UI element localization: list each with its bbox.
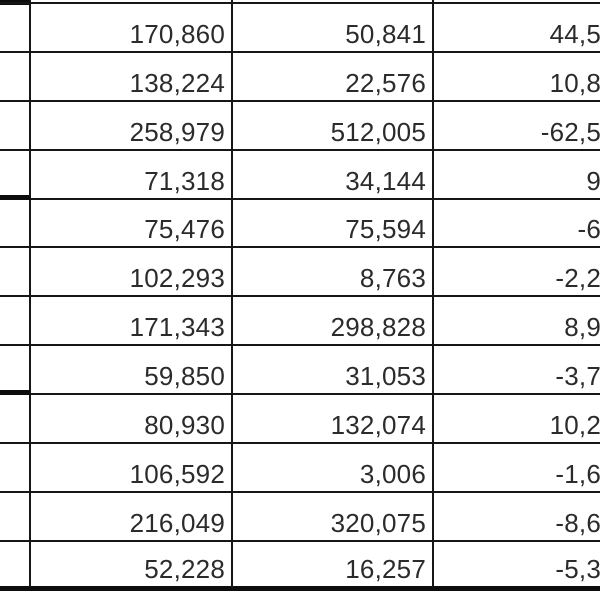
table-row: 170,860 50,841 44,5 [0,4,600,53]
grid-top-border [0,2,600,4]
spreadsheet-cell-col-c[interactable]: 22,576 [233,52,434,102]
spreadsheet-cell-col-d[interactable]: -6 [434,200,600,249]
spreadsheet-cell-col-b[interactable]: 138,224 [31,52,233,102]
spreadsheet-cell-col-d[interactable]: -5,3 [434,542,600,591]
spreadsheet-cell-col-b[interactable]: 52,228 [31,541,233,591]
spreadsheet-cell-col-c[interactable]: 75,594 [233,199,434,249]
table-row: 80,930 132,074 10,2 [0,395,600,445]
spreadsheet-cell-col-a[interactable] [0,297,31,347]
spreadsheet-cell-col-d[interactable]: -62,5 [434,102,600,151]
grid-vertical-line-stub [432,0,434,2]
spreadsheet-cell-col-a[interactable] [0,541,31,591]
spreadsheet-cell-col-d[interactable]: 9 [434,151,600,200]
spreadsheet-cell-col-d[interactable]: -2,2 [434,248,600,298]
spreadsheet-cell-col-b[interactable]: 106,592 [31,444,233,493]
spreadsheet-cell-col-d[interactable]: -1,6 [434,444,600,493]
spreadsheet-cell-col-d[interactable]: -3,7 [434,346,600,396]
table-row: 138,224 22,576 10,8 [0,52,600,102]
spreadsheet-cell-col-a[interactable] [0,395,31,445]
spreadsheet-cell-col-c[interactable]: 16,257 [233,541,434,591]
spreadsheet-cell-col-a[interactable] [0,52,31,102]
spreadsheet-cell-col-d[interactable]: -8,6 [434,493,600,542]
spreadsheet-cell-col-a[interactable] [0,101,31,151]
spreadsheet-cell-col-a[interactable] [0,492,31,542]
spreadsheet-cell-col-a[interactable] [0,248,31,298]
spreadsheet-cell-col-b[interactable]: 171,343 [31,297,233,347]
spreadsheet-cell-col-b[interactable]: 75,476 [31,199,233,249]
spreadsheet-cell-col-c[interactable]: 31,053 [233,346,434,396]
spreadsheet-cell-col-d[interactable]: 8,9 [434,297,600,347]
spreadsheet-cell-col-c[interactable]: 34,144 [233,150,434,200]
spreadsheet-cell-col-b[interactable]: 71,318 [31,150,233,200]
spreadsheet-cell-col-c[interactable]: 512,005 [233,101,434,151]
table-row: 52,228 16,257 -5,3 [0,541,600,591]
table-row: 106,592 3,006 -1,6 [0,444,600,493]
spreadsheet-cell-col-a[interactable] [0,346,31,396]
table-row: 59,850 31,053 -3,7 [0,346,600,396]
spreadsheet-cell-col-d[interactable]: 10,2 [434,395,600,445]
spreadsheet-cell-col-a[interactable] [0,150,31,200]
grid-vertical-line-stub [231,0,233,2]
spreadsheet-cell-col-d[interactable]: 44,5 [434,4,600,53]
table-row: 171,343 298,828 8,9 [0,297,600,347]
spreadsheet-cell-col-a[interactable] [0,199,31,249]
spreadsheet-cell-col-c[interactable]: 320,075 [233,492,434,542]
spreadsheet-cell-col-c[interactable]: 298,828 [233,297,434,347]
spreadsheet-cell-col-c[interactable]: 132,074 [233,395,434,445]
spreadsheet-grid: 170,860 50,841 44,5 138,224 22,576 10,8 … [0,4,600,591]
spreadsheet-cell-col-b[interactable]: 102,293 [31,248,233,298]
spreadsheet-cell-col-b[interactable]: 258,979 [31,101,233,151]
spreadsheet-cell-col-b[interactable]: 216,049 [31,492,233,542]
grid-vertical-line-stub [29,0,31,2]
spreadsheet-cell-col-d[interactable]: 10,8 [434,53,600,102]
table-row: 102,293 8,763 -2,2 [0,248,600,298]
spreadsheet-cell-col-c[interactable]: 8,763 [233,248,434,298]
spreadsheet-cell-col-b[interactable]: 59,850 [31,346,233,396]
table-row: 216,049 320,075 -8,6 [0,492,600,542]
spreadsheet-cell-col-b[interactable]: 170,860 [31,4,233,53]
spreadsheet-cell-col-b[interactable]: 80,930 [31,395,233,445]
spreadsheet-cell-col-a[interactable] [0,4,31,53]
table-row: 71,318 34,144 9 [0,150,600,200]
table-row: 258,979 512,005 -62,5 [0,101,600,151]
table-row: 75,476 75,594 -6 [0,199,600,249]
spreadsheet-cell-col-c[interactable]: 3,006 [233,444,434,493]
spreadsheet-cell-col-a[interactable] [0,444,31,493]
spreadsheet-cell-col-c[interactable]: 50,841 [233,4,434,53]
